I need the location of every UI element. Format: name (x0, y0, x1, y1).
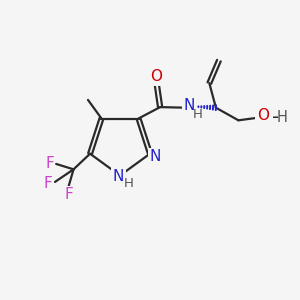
Text: N: N (150, 149, 161, 164)
Text: H: H (277, 110, 287, 125)
Text: F: F (44, 176, 52, 191)
Text: O: O (151, 69, 163, 84)
Text: N: N (113, 169, 124, 184)
Text: H: H (124, 177, 134, 190)
Text: O: O (257, 108, 269, 123)
Text: H: H (193, 108, 203, 122)
Text: -: - (272, 108, 279, 127)
Text: F: F (45, 156, 54, 171)
Text: N: N (184, 98, 195, 113)
Text: F: F (64, 187, 73, 202)
